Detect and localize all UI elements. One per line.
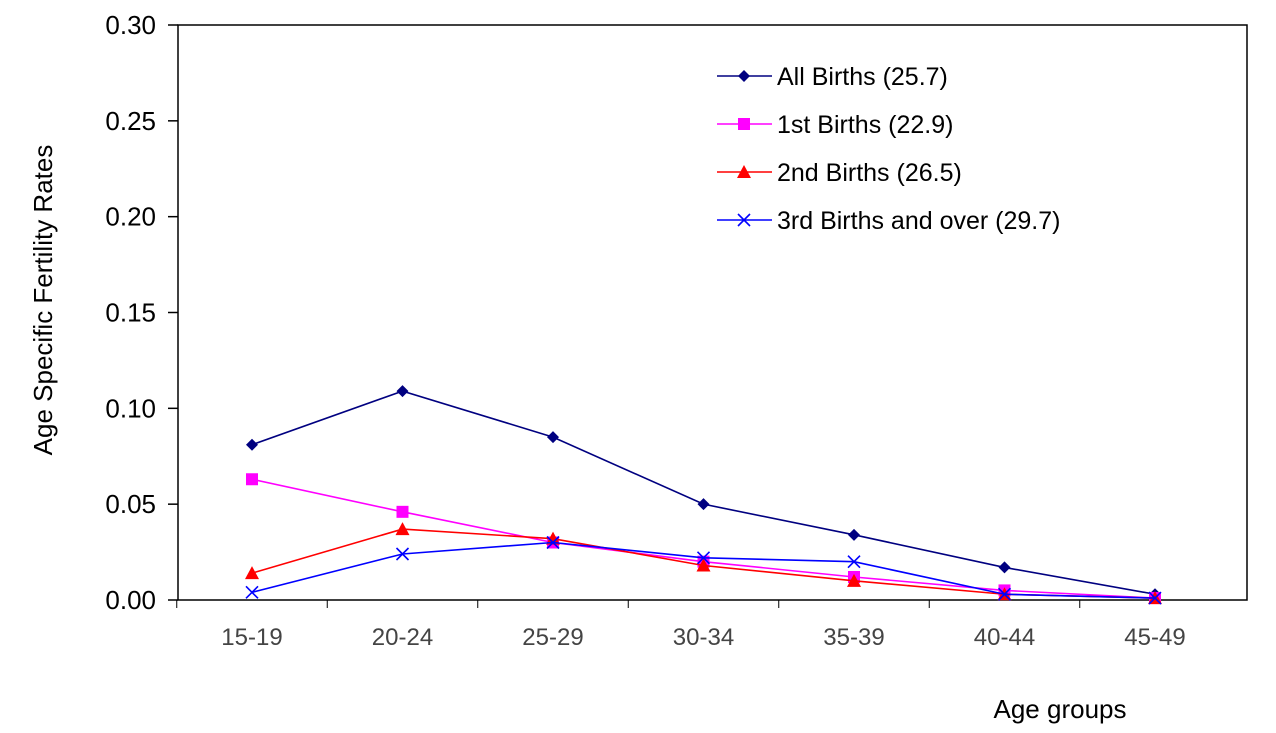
data-point [997, 587, 1012, 601]
legend-label: 2nd Births (26.5) [777, 159, 962, 187]
data-point [696, 558, 711, 572]
data-point-stroke [1148, 591, 1162, 605]
series-3 [245, 535, 1162, 605]
data-point [998, 561, 1011, 574]
legend-label: All Births (25.7) [777, 63, 948, 91]
legend-item-2: 2nd Births (26.5) [717, 159, 962, 187]
legend-label: 3rd Births and over (29.7) [777, 207, 1060, 235]
x-tick-label: 45-49 [1124, 624, 1185, 651]
x-tick-label: 40-44 [974, 624, 1035, 651]
data-point [396, 505, 409, 518]
data-point [738, 70, 750, 82]
x-tick-label: 35-39 [823, 624, 884, 651]
data-point-stroke [737, 213, 751, 227]
x-tick-label: 15-19 [221, 624, 282, 651]
x-tick-label: 30-34 [673, 624, 734, 651]
data-point-stroke [847, 555, 861, 569]
legend-label: 1st Births (22.9) [777, 111, 953, 139]
y-tick-label: 0.20 [105, 202, 156, 232]
x-tick-label: 20-24 [372, 624, 433, 651]
data-point [245, 585, 259, 599]
data-point [847, 573, 861, 587]
legend-item-3: 3rd Births and over (29.7) [717, 207, 1060, 235]
data-point [847, 555, 861, 569]
data-point [546, 531, 560, 545]
y-tick-label: 0.05 [105, 489, 156, 519]
data-point-stroke [997, 587, 1012, 601]
data-point-stroke [245, 585, 259, 599]
data-point [245, 566, 259, 580]
data-point-stroke [395, 547, 410, 561]
data-point [395, 522, 410, 536]
data-point [546, 535, 560, 550]
y-tick-label: 0.15 [105, 298, 156, 328]
data-point [696, 551, 711, 565]
data-point [848, 528, 860, 541]
series-line [251, 478, 1156, 599]
x-axis-title: Age groups [994, 694, 1127, 724]
y-tick-label: 0.10 [105, 393, 156, 423]
data-point-stroke [546, 535, 560, 550]
chart-legend: All Births (25.7) 1st Births (22.9) 2nd Bi… [717, 63, 1060, 235]
y-tick-label: 0.00 [105, 585, 156, 615]
data-point [737, 213, 751, 227]
data-point-stroke [696, 551, 711, 565]
data-point [1148, 591, 1162, 605]
series-1 [246, 473, 1161, 605]
x-tick-label: 25-29 [522, 624, 583, 651]
y-tick-label: 0.25 [105, 106, 156, 136]
y-tick-label: 0.30 [105, 10, 156, 40]
data-point [737, 165, 751, 178]
legend-item-1: 1st Births (22.9) [717, 111, 953, 139]
data-point [246, 438, 258, 451]
legend-item-0: All Births (25.7) [717, 63, 948, 91]
data-point [395, 547, 410, 561]
series-0 [246, 385, 1161, 601]
plot-frame [177, 24, 1248, 601]
data-point [547, 431, 559, 444]
data-point [246, 473, 258, 486]
data-point [396, 385, 409, 398]
chart-axes: 0.00 0.05 0.10 0.15 0.20 0.25 0.30 15-19 20-24 25… [105, 10, 1248, 651]
data-point [738, 118, 750, 130]
y-axis-title: Age Specific Fertility Rates [28, 145, 58, 456]
plot-area [245, 385, 1162, 605]
data-point [697, 498, 710, 511]
